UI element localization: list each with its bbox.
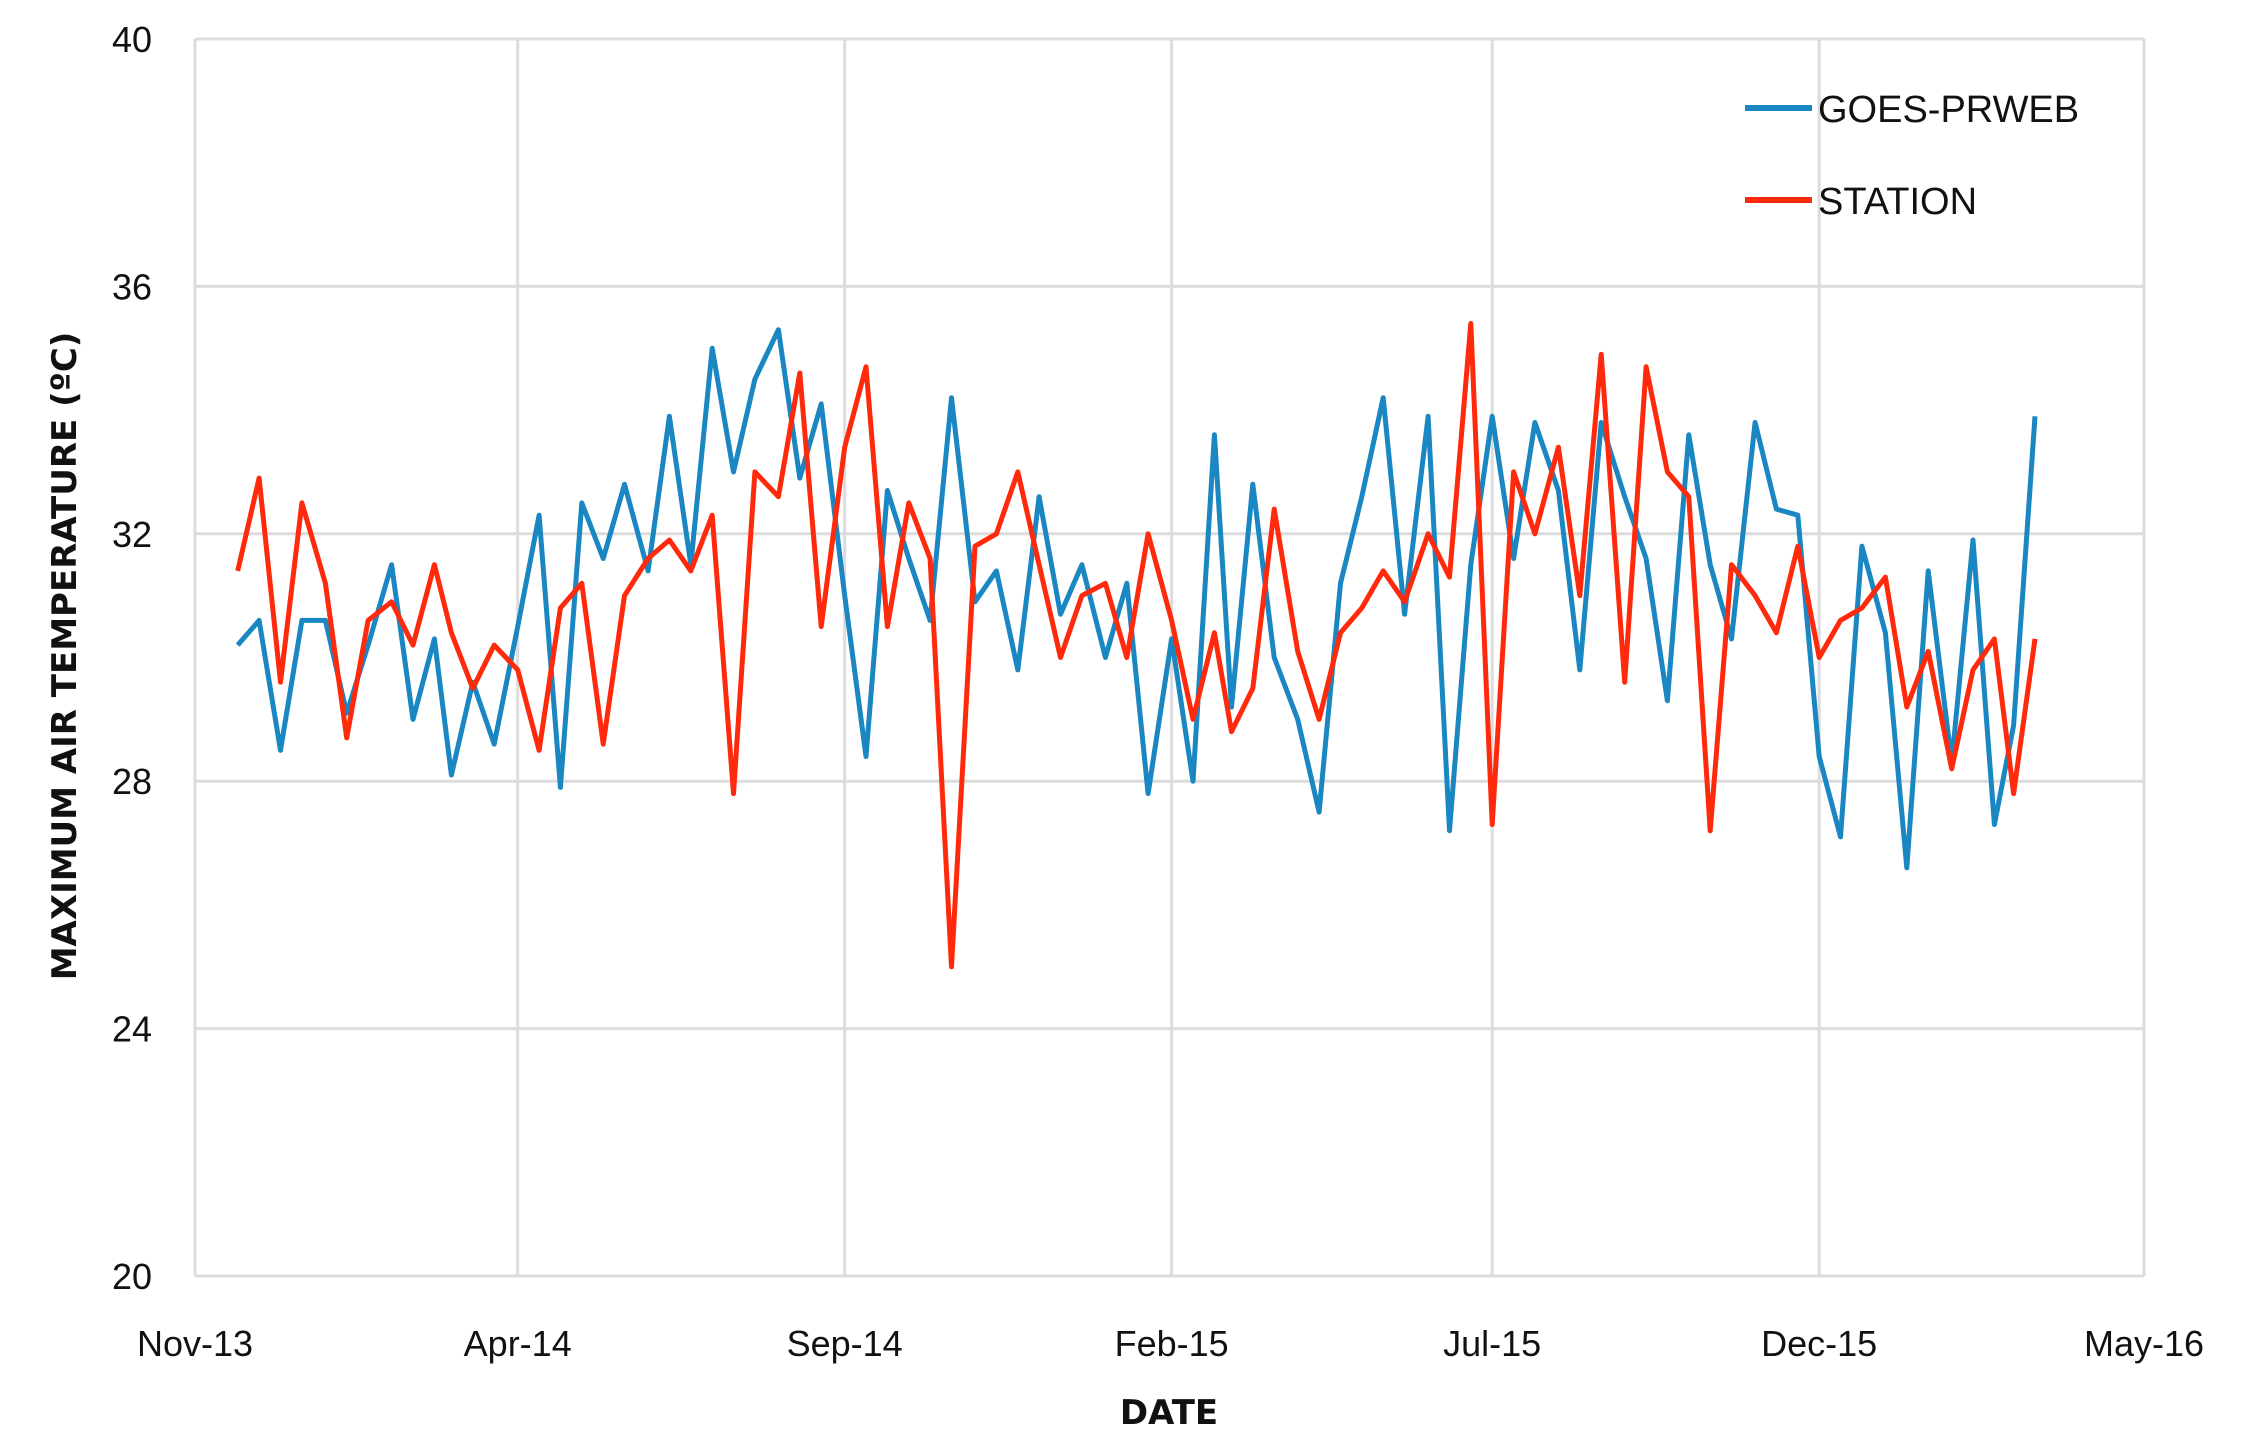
x-tick-label: May-16 [2084, 1323, 2204, 1364]
x-tick-label: Jul-15 [1443, 1323, 1541, 1364]
y-tick-label: 20 [112, 1256, 152, 1297]
y-tick-label: 32 [112, 514, 152, 555]
x-tick-label: Apr-14 [464, 1323, 572, 1364]
y-tick-label: 40 [112, 19, 152, 60]
y-axis-label: MAXIMUM AIR TEMPERATURE (ºC) [45, 332, 85, 981]
x-tick-label: Feb-15 [1115, 1323, 1229, 1364]
gridlines [193, 37, 2146, 1278]
series-line-goes-prweb [235, 327, 2038, 871]
x-tick-label: Sep-14 [787, 1323, 903, 1364]
y-tick-label: 28 [112, 761, 152, 802]
x-tick-label: Nov-13 [137, 1323, 253, 1364]
series-lines [235, 321, 2038, 970]
series-line-station [235, 321, 2038, 970]
legend: GOES-PRWEB STATION [1745, 89, 2079, 223]
y-tick-label: 36 [112, 266, 152, 307]
y-tick-label: 24 [112, 1009, 152, 1050]
legend-label-goes-prweb: GOES-PRWEB [1818, 89, 2079, 131]
legend-label-station: STATION [1818, 181, 1977, 223]
tick-labels: 20 24 28 32 36 40 Nov-13 Apr-14 Sep-14 Feb-15 Jul-… [112, 19, 2204, 1364]
x-axis-label: DATE [1120, 1393, 1218, 1433]
x-tick-label: Dec-15 [1761, 1323, 1877, 1364]
